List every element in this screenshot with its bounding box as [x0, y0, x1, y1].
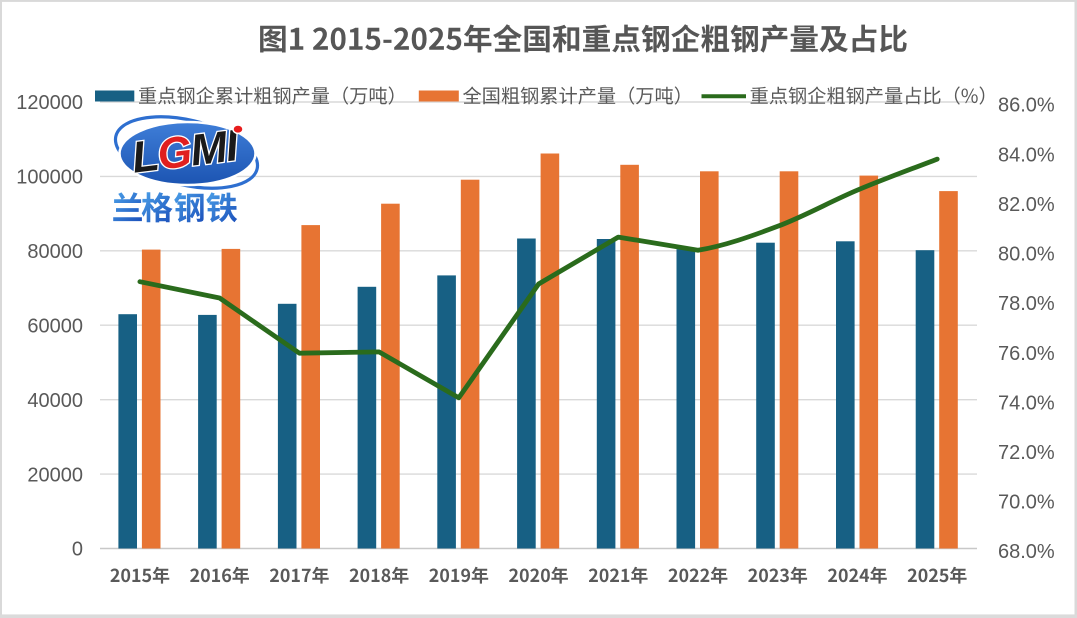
svg-text:80.0%: 80.0%	[998, 244, 1055, 266]
svg-text:120000: 120000	[16, 92, 83, 114]
svg-text:78.0%: 78.0%	[998, 293, 1055, 315]
svg-text:40000: 40000	[27, 390, 83, 412]
svg-text:72.0%: 72.0%	[998, 442, 1055, 464]
svg-text:76.0%: 76.0%	[998, 343, 1055, 365]
svg-text:80000: 80000	[27, 241, 83, 263]
svg-text:0: 0	[72, 539, 83, 561]
svg-text:70.0%: 70.0%	[998, 492, 1055, 514]
svg-text:86.0%: 86.0%	[998, 95, 1055, 117]
svg-text:100000: 100000	[16, 167, 83, 189]
svg-text:74.0%: 74.0%	[998, 392, 1055, 414]
svg-text:68.0%: 68.0%	[998, 541, 1055, 563]
svg-text:60000: 60000	[27, 315, 83, 337]
svg-text:20000: 20000	[27, 464, 83, 486]
svg-text:84.0%: 84.0%	[998, 144, 1055, 166]
svg-text:82.0%: 82.0%	[998, 194, 1055, 216]
